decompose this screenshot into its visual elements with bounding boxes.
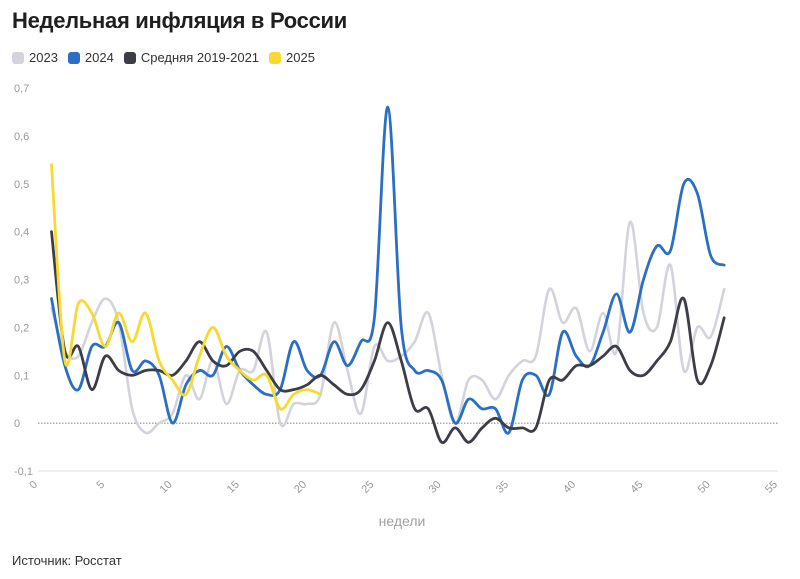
series-line-средняя-2019-2021 (50, 230, 726, 444)
y-tick-label: 0,5 (14, 179, 29, 191)
y-tick-label: 0,3 (14, 275, 29, 287)
y-tick-label: 0,7 (14, 83, 29, 95)
x-tick-label: 50 (696, 479, 713, 496)
x-tick-label: 55 (763, 479, 780, 496)
legend-swatch (269, 51, 282, 64)
series-lines (50, 105, 726, 444)
y-tick-label: 0,6 (14, 131, 29, 143)
x-tick-label: 10 (158, 479, 175, 496)
legend-item[interactable]: 2023 (12, 50, 58, 65)
series-line-2023 (50, 220, 726, 435)
y-tick-label: 0 (14, 418, 20, 430)
x-tick-label: 40 (561, 479, 578, 496)
x-axis: 0 5 10 15 20 25 30 35 40 45 50 55 (27, 479, 780, 496)
source-note: Источник: Росстат (12, 553, 122, 568)
legend-label: 2023 (29, 50, 58, 65)
legend-item[interactable]: 2024 (67, 50, 114, 65)
legend-swatch (123, 51, 136, 64)
legend-item[interactable]: Средняя 2019-2021 (123, 50, 260, 65)
series-line-2025 (50, 163, 322, 411)
legend-swatch (67, 51, 80, 64)
x-tick-label: 45 (628, 479, 645, 496)
x-tick-label: 35 (494, 479, 511, 496)
x-axis-label: недели (379, 513, 426, 529)
x-tick-label: 20 (292, 479, 309, 496)
x-tick-label: 5 (95, 479, 108, 492)
y-tick-label: 0,1 (14, 370, 29, 382)
series-line-2024 (50, 105, 726, 435)
y-tick-label: -0,1 (14, 466, 33, 478)
chart-title: Недельная инфляция в России (12, 8, 347, 33)
x-tick-label: 0 (27, 479, 40, 492)
legend-item[interactable]: 2025 (269, 50, 315, 65)
legend-swatch (12, 51, 24, 64)
y-tick-label: 0,2 (14, 322, 29, 334)
legend-label: 2025 (286, 50, 315, 65)
x-tick-label: 30 (427, 479, 444, 496)
y-tick-label: 0,4 (14, 227, 29, 239)
y-axis: -0,1 0 0,1 0,2 0,3 0,4 0,5 0,6 0,7 (14, 83, 33, 478)
x-tick-label: 15 (225, 479, 242, 496)
chart: -0,100,10,20,30,40,50,60,7 0 5 10 15 20 25 30 3… (14, 83, 780, 529)
x-tick-label: 25 (359, 479, 376, 496)
legend: 2023 2024 Средняя 2019-2021 2025 (12, 50, 315, 65)
legend-label: 2024 (84, 50, 114, 65)
legend-label: Средняя 2019-2021 (140, 50, 260, 65)
